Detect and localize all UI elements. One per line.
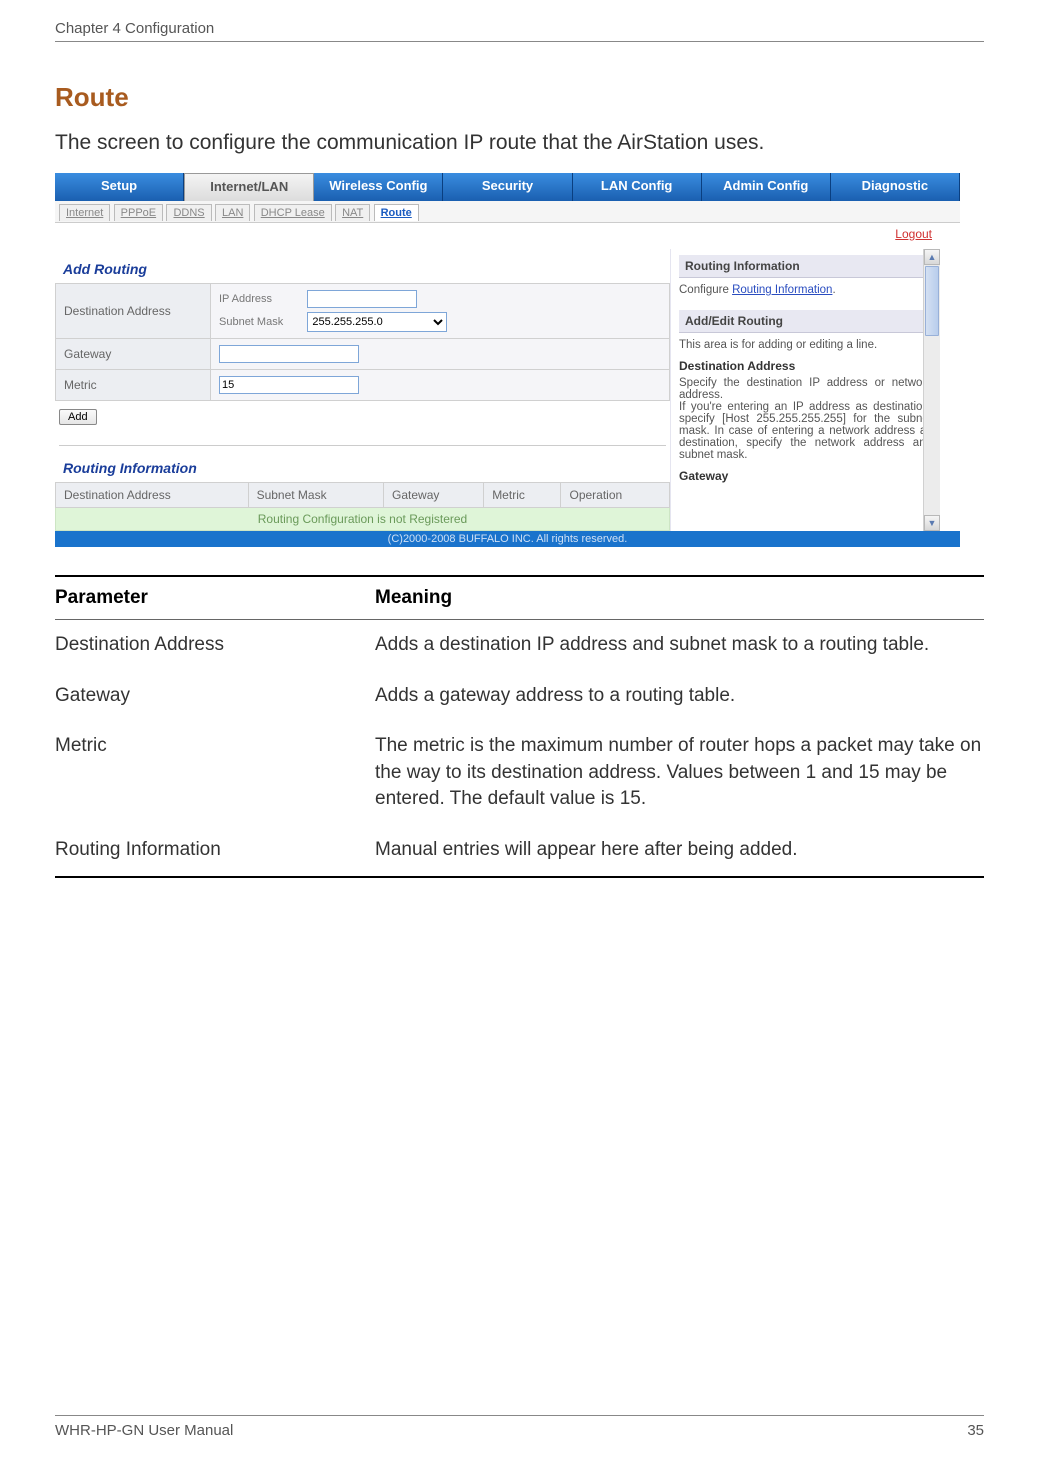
param-metric: Metric [55,721,375,825]
help-add-edit-text: This area is for adding or editing a lin… [679,339,932,351]
subtab-route[interactable]: Route [374,204,419,221]
param-routing-info: Routing Information [55,825,375,877]
ip-address-input[interactable] [307,290,417,308]
add-button[interactable]: Add [59,409,97,425]
dest-address-label: Destination Address [56,284,211,339]
subtab-nat[interactable]: NAT [335,204,370,221]
param-gateway: Gateway [55,671,375,722]
scroll-down-icon[interactable]: ▼ [924,515,940,531]
tab-wireless-config[interactable]: Wireless Config [314,173,443,201]
parameter-table: Parameter Meaning Destination Address Ad… [55,575,984,878]
subnet-mask-label: Subnet Mask [219,316,304,328]
param-header-meaning: Meaning [375,576,984,620]
col-subnet-mask: Subnet Mask [248,483,383,508]
meaning-dest-address: Adds a destination IP address and subnet… [375,620,984,671]
router-screenshot: Setup Internet/LAN Wireless Config Secur… [55,173,960,547]
main-tabs: Setup Internet/LAN Wireless Config Secur… [55,173,960,201]
tab-setup[interactable]: Setup [55,173,184,201]
help-routing-info-text: Configure Routing Information. [679,284,932,296]
add-routing-heading: Add Routing [55,253,670,283]
subtab-lan[interactable]: LAN [215,204,250,221]
tab-admin-config[interactable]: Admin Config [702,173,831,201]
add-routing-form: Destination Address IP Address Subnet Ma… [55,283,670,401]
routing-info-table: Destination Address Subnet Mask Gateway … [55,482,670,531]
gateway-input[interactable] [219,345,359,363]
tab-security[interactable]: Security [443,173,572,201]
col-gateway: Gateway [384,483,484,508]
ip-address-label: IP Address [219,293,304,305]
subtab-internet[interactable]: Internet [59,204,110,221]
meaning-gateway: Adds a gateway address to a routing tabl… [375,671,984,722]
help-routing-info-heading: Routing Information [679,255,932,278]
section-intro: The screen to configure the communicatio… [55,131,984,155]
footer-manual-name: WHR-HP-GN User Manual [55,1422,233,1439]
footer-page-number: 35 [967,1422,984,1439]
tab-lan-config[interactable]: LAN Config [573,173,702,201]
dest-address-cell: IP Address Subnet Mask 255.255.255.0 [211,284,670,339]
param-header-parameter: Parameter [55,576,375,620]
chapter-header: Chapter 4 Configuration [55,20,984,42]
subtab-ddns[interactable]: DDNS [166,204,211,221]
gateway-label: Gateway [56,339,211,370]
copyright-bar: (C)2000-2008 BUFFALO INC. All rights res… [55,531,960,547]
sub-tabs: Internet PPPoE DDNS LAN DHCP Lease NAT R… [55,201,960,223]
scroll-thumb[interactable] [925,266,939,336]
separator [59,445,666,446]
subtab-pppoe[interactable]: PPPoE [114,204,163,221]
param-dest-address: Destination Address [55,620,375,671]
help-add-edit-heading: Add/Edit Routing [679,310,932,333]
help-gateway-heading: Gateway [679,469,932,483]
page-footer: WHR-HP-GN User Manual 35 [55,1415,984,1439]
col-operation: Operation [561,483,670,508]
subnet-mask-select[interactable]: 255.255.255.0 [307,312,447,332]
help-dest-address-heading: Destination Address [679,359,932,373]
tab-internet-lan[interactable]: Internet/LAN [184,173,314,201]
meaning-routing-info: Manual entries will appear here after be… [375,825,984,877]
help-p1b: . [832,284,835,296]
help-p1a: Configure [679,284,732,296]
tab-diagnostic[interactable]: Diagnostic [831,173,960,201]
col-dest-address: Destination Address [56,483,249,508]
routing-info-heading: Routing Information [55,452,670,482]
section-title: Route [55,82,984,113]
left-panel: Add Routing Destination Address IP Addre… [55,249,670,531]
help-panel: Routing Information Configure Routing In… [670,249,940,531]
subtab-dhcp-lease[interactable]: DHCP Lease [254,204,332,221]
col-metric: Metric [484,483,561,508]
logout-link[interactable]: Logout [895,227,932,241]
scroll-up-icon[interactable]: ▲ [924,249,940,265]
meaning-metric: The metric is the maximum number of rout… [375,721,984,825]
help-scrollbar[interactable]: ▲ ▼ [923,249,940,531]
help-routing-link[interactable]: Routing Information [732,284,832,296]
metric-label: Metric [56,370,211,401]
help-dest-address-text: Specify the destination IP address or ne… [679,377,932,461]
metric-input[interactable] [219,376,359,394]
not-registered-text: Routing Configuration is not Registered [56,508,670,531]
